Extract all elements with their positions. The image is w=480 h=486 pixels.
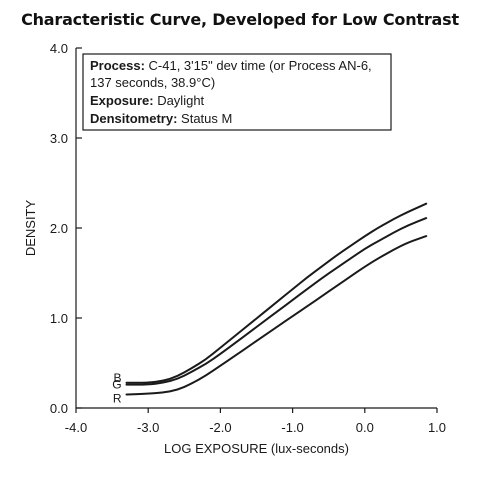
densitometry-value: Status M bbox=[177, 111, 232, 126]
y-tick-label: 2.0 bbox=[50, 221, 68, 236]
x-tick-label: -2.0 bbox=[209, 420, 231, 435]
x-tick-label: -1.0 bbox=[281, 420, 303, 435]
densitometry-label: Densitometry: bbox=[90, 111, 177, 126]
x-tick-label: -4.0 bbox=[65, 420, 87, 435]
curve-label-group: BGR bbox=[112, 371, 122, 406]
process-value: C-41, 3'15" dev time (or Process AN-6, bbox=[145, 58, 372, 73]
info-process-line: Process: C-41, 3'15" dev time (or Proces… bbox=[90, 58, 372, 73]
curve-label-g: G bbox=[112, 378, 121, 392]
info-densitometry-line: Densitometry: Status M bbox=[90, 111, 232, 126]
exposure-label: Exposure: bbox=[90, 93, 154, 108]
x-axis-label: LOG EXPOSURE (lux-seconds) bbox=[164, 441, 349, 456]
curve-r bbox=[125, 235, 428, 396]
info-process-line-2: 137 seconds, 38.9°C) bbox=[90, 75, 215, 90]
info-box-frame bbox=[82, 53, 392, 131]
chart-title: Characteristic Curve, Developed for Low … bbox=[21, 10, 459, 29]
exposure-value: Daylight bbox=[154, 93, 205, 108]
y-axis-label: DENSITY bbox=[23, 200, 38, 257]
info-exposure-line: Exposure: Daylight bbox=[90, 93, 205, 108]
x-tick-label: 1.0 bbox=[428, 420, 446, 435]
curve-group bbox=[125, 202, 428, 396]
y-tick-label: 1.0 bbox=[50, 311, 68, 326]
curve-label-r: R bbox=[113, 392, 122, 406]
x-tick-label: -3.0 bbox=[137, 420, 159, 435]
process-label: Process: bbox=[90, 58, 145, 73]
curve-b bbox=[125, 202, 428, 384]
y-tick-label: 3.0 bbox=[50, 131, 68, 146]
y-tick-group: 0.0 1.0 2.0 3.0 4.0 bbox=[50, 41, 82, 416]
x-tick-group: -4.0 -3.0 -2.0 -1.0 0.0 1.0 bbox=[65, 408, 446, 435]
y-tick-label: 0.0 bbox=[50, 401, 68, 416]
curve-label-b: B bbox=[114, 371, 122, 385]
info-box: Process: C-41, 3'15" dev time (or Proces… bbox=[82, 53, 392, 131]
y-tick-label: 4.0 bbox=[50, 41, 68, 56]
x-tick-label: 0.0 bbox=[356, 420, 374, 435]
curve-g bbox=[125, 217, 428, 386]
